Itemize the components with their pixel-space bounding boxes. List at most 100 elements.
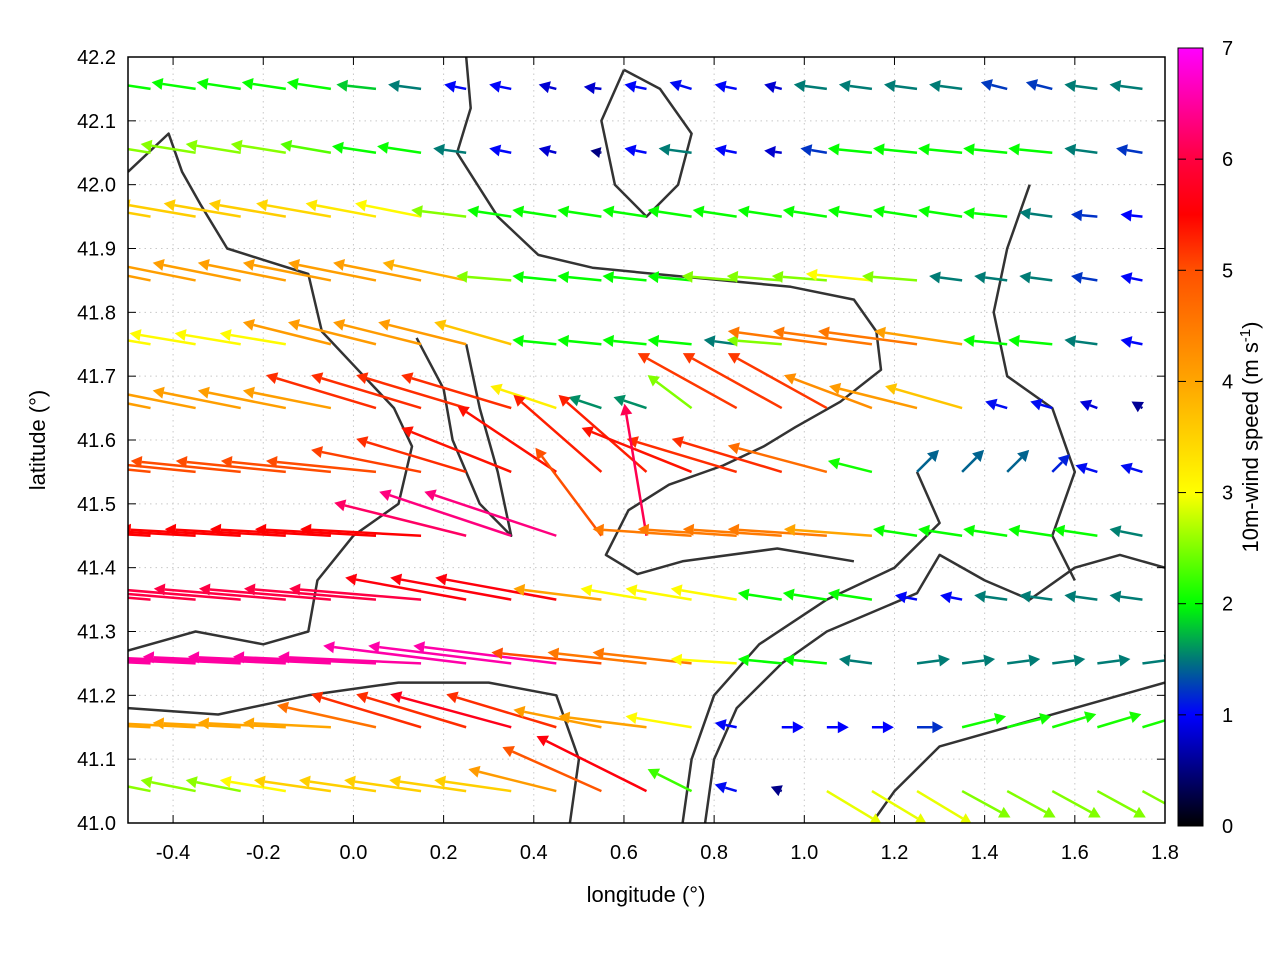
wind-vector-head [141, 140, 153, 152]
wind-vector-shaft [626, 415, 646, 536]
wind-vector-head [873, 143, 885, 155]
wind-vector-head [929, 80, 941, 92]
y-tick-label: 41.8 [77, 302, 116, 324]
wind-vector-shaft [940, 86, 962, 89]
wind-vector-shaft [839, 464, 872, 472]
wind-vector-shaft [253, 84, 286, 89]
wind-vector-head [277, 702, 289, 714]
wind-vector-shaft [940, 277, 962, 280]
wind-vector-shaft [1030, 597, 1052, 600]
wind-vector-head [467, 206, 479, 218]
wind-vector-head [388, 80, 400, 92]
wind-vector-shaft [692, 358, 781, 408]
wind-vector-head [63, 259, 75, 271]
wind-vector [467, 206, 511, 218]
wind-vector-head [1026, 79, 1038, 91]
wind-vector [1019, 272, 1052, 284]
wind-vector-head [377, 142, 389, 154]
wind-vector-head [1075, 463, 1087, 475]
wind-vector-head [311, 692, 323, 704]
wind-vector [489, 81, 511, 93]
wind-vector-head [355, 200, 367, 212]
wind-vector-shaft [783, 277, 827, 281]
wind-vector-head [345, 574, 357, 586]
wind-vector-shaft [523, 341, 556, 344]
wind-vector-head [535, 448, 547, 461]
wind-vector-head [1029, 655, 1041, 667]
wind-vector-shaft [163, 84, 196, 89]
wind-vector-head [963, 525, 975, 537]
wind-vector-head [209, 199, 221, 211]
x-tick-label: 1.4 [971, 842, 999, 864]
wind-vector-shaft [512, 752, 601, 792]
wind-vector-head [918, 525, 930, 537]
wind-vector-head [152, 78, 164, 90]
colorbar [1178, 48, 1203, 826]
y-axis-title: latitude (°) [25, 390, 50, 491]
wind-vector-shaft [974, 341, 1007, 344]
x-tick-label: 1.0 [790, 842, 818, 864]
wind-vector-head [491, 648, 503, 660]
wind-vector-shaft [884, 149, 917, 152]
wind-vector-shaft [568, 212, 601, 217]
wind-vector [332, 142, 376, 154]
wind-vector [590, 147, 601, 158]
wind-vector-shaft [725, 151, 736, 153]
wind-vector [1110, 80, 1143, 92]
wind-vector-head [828, 458, 840, 470]
wind-vector [457, 406, 556, 472]
wind-vector-head [584, 82, 596, 94]
wind-vector [411, 205, 466, 217]
wind-vector-shaft [974, 531, 1007, 536]
wind-vector [1026, 79, 1052, 91]
wind-vector-head [983, 655, 995, 667]
wind-vector [96, 776, 151, 791]
wind-vector [557, 206, 601, 218]
wind-vector-head [356, 372, 368, 384]
wind-vector-head [63, 717, 74, 729]
wind-vector-head [794, 80, 806, 92]
wind-vector-head [738, 206, 750, 218]
wind-vector-shaft [749, 660, 782, 663]
wind-vector [670, 80, 692, 92]
wind-vector-head [63, 387, 75, 399]
wind-vector-head [243, 387, 255, 399]
x-tick-label: 0.2 [430, 842, 458, 864]
wind-vector-head [153, 259, 165, 271]
y-tick-label: 42.2 [77, 47, 116, 69]
wind-vector [828, 143, 872, 155]
wind-vector-shaft [839, 595, 872, 600]
wind-vector-head [446, 692, 458, 704]
wind-vector-head [590, 147, 601, 158]
wind-vector [539, 145, 557, 157]
wind-vector [96, 140, 151, 153]
wind-vector [1007, 450, 1029, 472]
wind-vector-head [19, 584, 31, 596]
wind-vector [1064, 335, 1097, 347]
wind-vector-shaft [794, 660, 827, 663]
wind-vector-shaft [209, 393, 286, 408]
colorbar-tick-label: 0 [1222, 816, 1233, 838]
wind-vector-head [513, 584, 525, 596]
wind-vector-head [175, 329, 187, 341]
wind-vector-head [800, 144, 812, 156]
wind-vector-head [489, 81, 501, 93]
wind-vector [444, 81, 466, 93]
wind-vector-head [98, 651, 109, 663]
x-tick-label: 0.0 [340, 842, 368, 864]
wind-vector [1121, 210, 1143, 222]
wind-vector-shaft [347, 86, 376, 89]
wind-vector-head [1129, 711, 1141, 723]
wind-vector-shaft [635, 87, 646, 89]
wind-vector [1116, 144, 1142, 156]
wind-vector [794, 80, 827, 92]
wind-vector [433, 144, 466, 156]
wind-vector-shaft [501, 390, 557, 409]
wind-vector [771, 785, 783, 796]
wind-vector-head [828, 143, 840, 155]
wind-vector-shaft [1142, 660, 1164, 663]
wind-vector [783, 589, 827, 601]
wind-vector-head [1110, 591, 1122, 603]
wind-vector [1007, 791, 1055, 817]
